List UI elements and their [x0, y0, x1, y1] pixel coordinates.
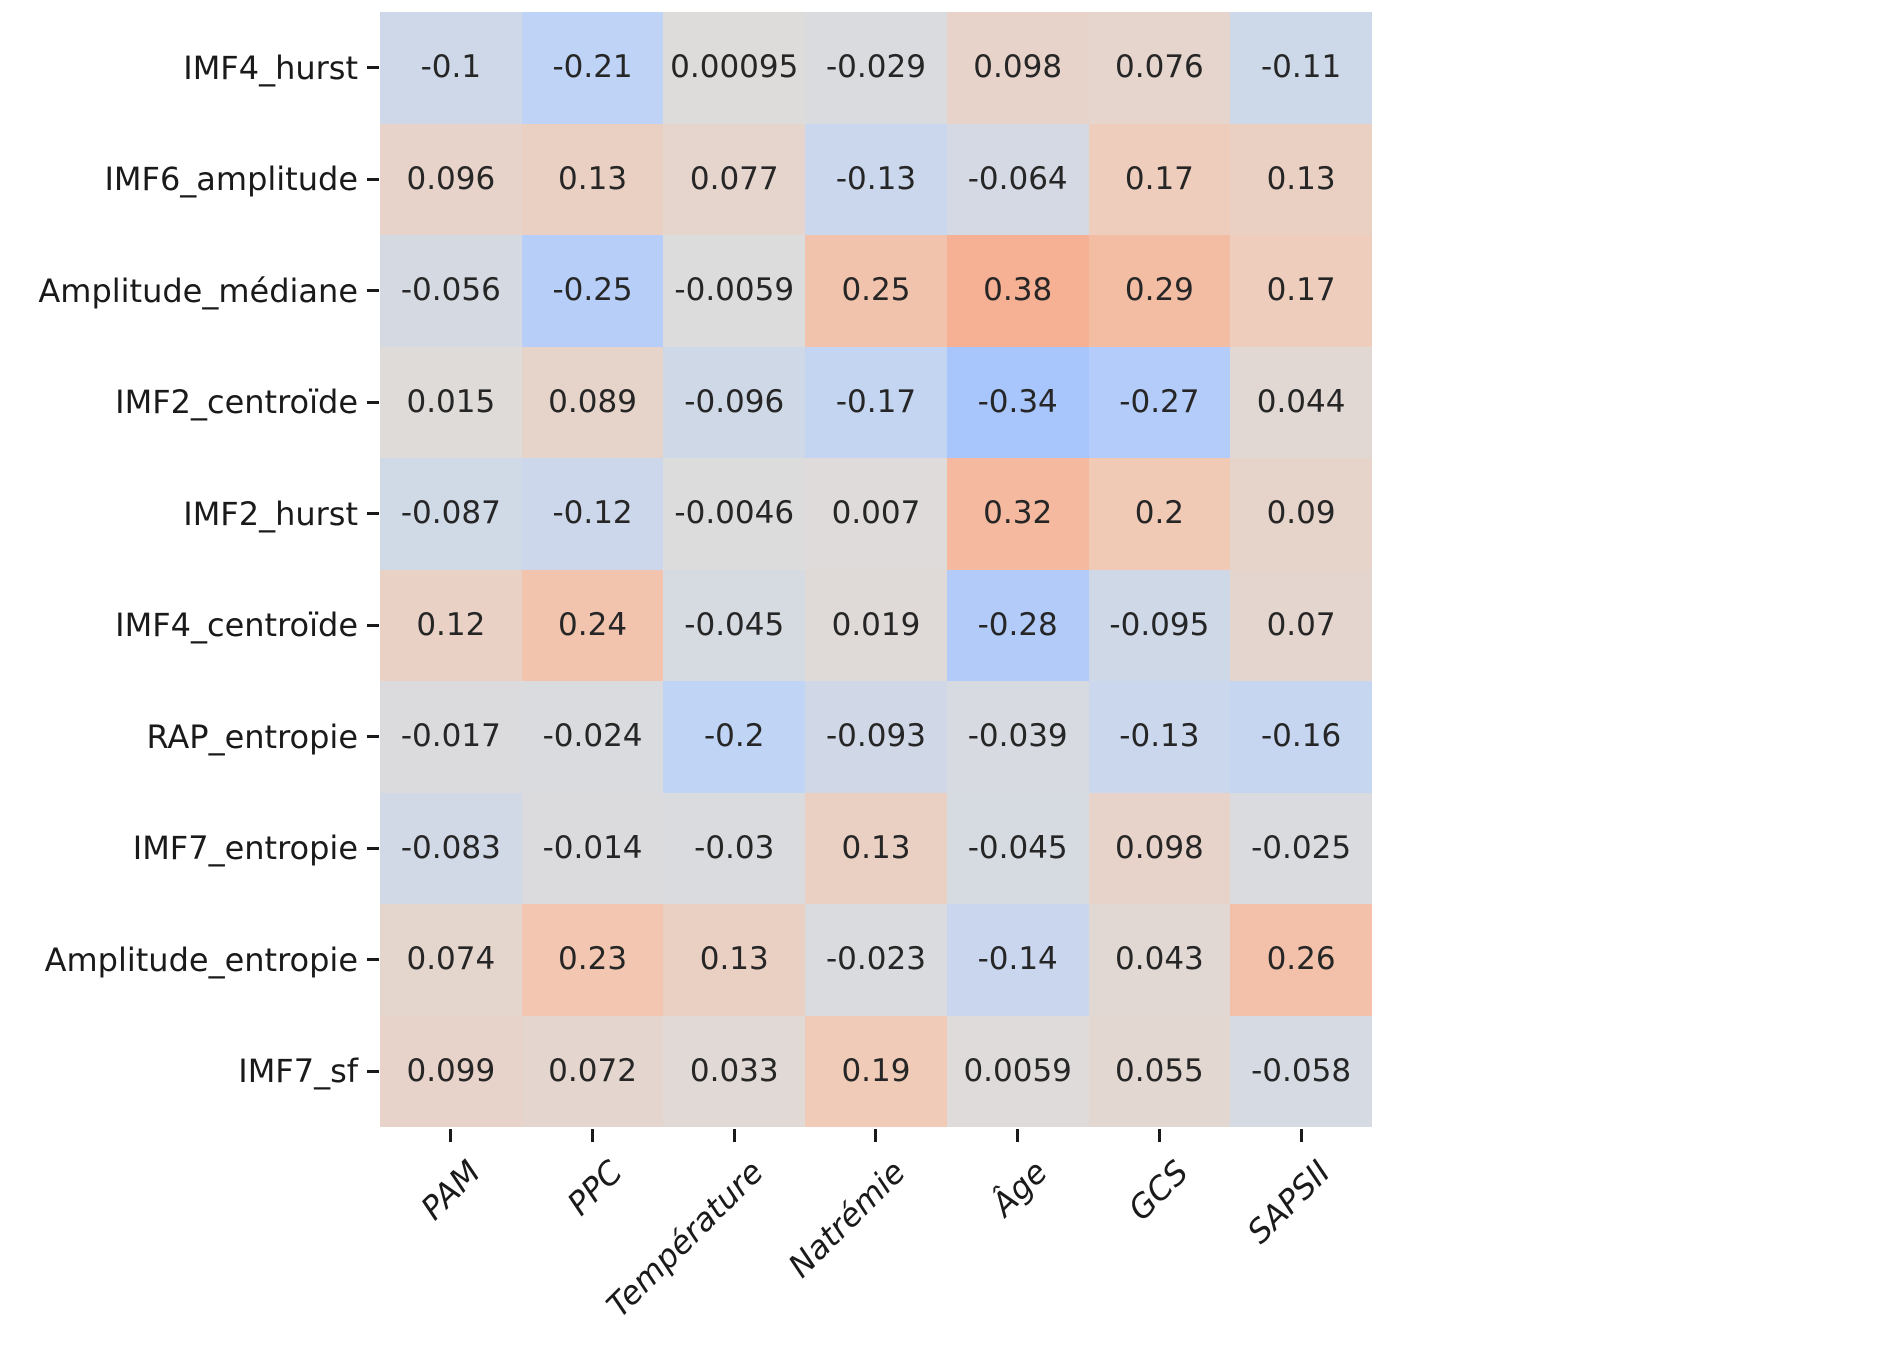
heatmap-cell: 0.2 — [1088, 458, 1231, 570]
heatmap-cell: 0.033 — [663, 1015, 806, 1127]
y-axis-label: IMF6_amplitude — [104, 160, 358, 199]
y-tick — [367, 846, 379, 850]
y-tick — [367, 512, 379, 516]
heatmap-cell: -0.014 — [521, 792, 664, 904]
heatmap-cell: -0.17 — [805, 346, 947, 458]
heatmap-cell: 0.043 — [1088, 904, 1231, 1016]
heatmap-cell: -0.056 — [380, 235, 522, 347]
heatmap-cell: 0.32 — [946, 458, 1089, 570]
heatmap-cell: -0.039 — [946, 681, 1089, 793]
heatmap-cell: 0.23 — [521, 904, 664, 1016]
heatmap-cell: 0.09 — [1230, 458, 1372, 570]
heatmap-cell: 0.19 — [805, 1015, 947, 1127]
x-tick — [1299, 1129, 1303, 1142]
heatmap-cell: 0.098 — [1088, 792, 1231, 904]
y-tick — [367, 735, 379, 739]
heatmap-cell: -0.024 — [521, 681, 664, 793]
x-tick — [591, 1129, 595, 1142]
heatmap-cell: -0.087 — [380, 458, 522, 570]
heatmap-cell: -0.16 — [1230, 681, 1372, 793]
heatmap-cell: 0.089 — [521, 346, 664, 458]
heatmap-cell: -0.1 — [380, 12, 522, 124]
heatmap-cell: 0.096 — [380, 123, 522, 235]
heatmap-cell: -0.13 — [1088, 681, 1231, 793]
heatmap-cell: -0.03 — [663, 792, 806, 904]
heatmap-cell: -0.34 — [946, 346, 1089, 458]
heatmap-cell: -0.095 — [1088, 569, 1231, 681]
y-axis-label: IMF2_hurst — [183, 494, 358, 533]
heatmap-cell: 0.17 — [1230, 235, 1372, 347]
x-tick — [1016, 1129, 1020, 1142]
heatmap-cell: -0.21 — [521, 12, 664, 124]
y-tick — [367, 177, 379, 181]
heatmap-cell: -0.25 — [521, 235, 664, 347]
heatmap-cell: 0.019 — [805, 569, 947, 681]
heatmap-cell: 0.0059 — [946, 1015, 1089, 1127]
heatmap-cell: 0.24 — [521, 569, 664, 681]
y-tick — [367, 400, 379, 404]
heatmap-cell: -0.029 — [805, 12, 947, 124]
x-axis-label: SAPSII — [1239, 1152, 1338, 1251]
y-tick — [367, 66, 379, 70]
heatmap-cell: 0.13 — [521, 123, 664, 235]
heatmap-cell: -0.27 — [1088, 346, 1231, 458]
heatmap-cell: -0.023 — [805, 904, 947, 1016]
heatmap-cell: 0.00095 — [663, 12, 806, 124]
heatmap-cell: 0.072 — [521, 1015, 664, 1127]
heatmap-cell: 0.007 — [805, 458, 947, 570]
heatmap-cell: 0.38 — [946, 235, 1089, 347]
heatmap-cell: 0.29 — [1088, 235, 1231, 347]
y-axis-label: IMF7_entropie — [132, 829, 358, 868]
heatmap-cell: -0.0059 — [663, 235, 806, 347]
y-axis-label: Amplitude_médiane — [38, 271, 358, 310]
y-tick — [367, 958, 379, 962]
heatmap-cell: -0.017 — [380, 681, 522, 793]
heatmap-cell: 0.077 — [663, 123, 806, 235]
heatmap-cell: 0.099 — [380, 1015, 522, 1127]
heatmap-cell: 0.13 — [805, 792, 947, 904]
heatmap-cell: -0.2 — [663, 681, 806, 793]
y-axis-label: IMF4_hurst — [183, 48, 358, 87]
y-axis-label: RAP_entropie — [146, 717, 358, 756]
heatmap-cell: 0.12 — [380, 569, 522, 681]
x-tick — [1157, 1129, 1161, 1142]
heatmap-cell: 0.26 — [1230, 904, 1372, 1016]
heatmap-cell: -0.12 — [521, 458, 664, 570]
heatmap-cell: -0.045 — [663, 569, 806, 681]
y-tick — [367, 289, 379, 293]
heatmap-cell: 0.098 — [946, 12, 1089, 124]
heatmap-cell: -0.025 — [1230, 792, 1372, 904]
heatmap-cell: -0.093 — [805, 681, 947, 793]
y-axis-label: IMF7_sf — [238, 1052, 358, 1091]
x-tick — [732, 1129, 736, 1142]
y-tick — [367, 623, 379, 627]
x-tick — [874, 1129, 878, 1142]
heatmap-cell: -0.058 — [1230, 1015, 1372, 1127]
heatmap-cell: 0.17 — [1088, 123, 1231, 235]
heatmap-cell: -0.14 — [946, 904, 1089, 1016]
heatmap-cell: 0.13 — [1230, 123, 1372, 235]
heatmap-cell: 0.074 — [380, 904, 522, 1016]
y-axis-label: IMF2_centroïde — [115, 383, 358, 422]
heatmap-cell: -0.11 — [1230, 12, 1372, 124]
heatmap-cell: -0.096 — [663, 346, 806, 458]
y-tick — [367, 1069, 379, 1073]
heatmap-cell: 0.25 — [805, 235, 947, 347]
heatmap-cell: 0.055 — [1088, 1015, 1231, 1127]
y-axis-label: Amplitude_entropie — [44, 940, 358, 979]
heatmap-cell: -0.064 — [946, 123, 1089, 235]
heatmap-cell: -0.083 — [380, 792, 522, 904]
y-axis-label: IMF4_centroïde — [115, 606, 358, 645]
heatmap-cell: 0.13 — [663, 904, 806, 1016]
heatmap-cell: -0.0046 — [663, 458, 806, 570]
x-tick — [449, 1129, 453, 1142]
heatmap-cell: -0.13 — [805, 123, 947, 235]
heatmap-cell: 0.015 — [380, 346, 522, 458]
heatmap-cell: 0.044 — [1230, 346, 1372, 458]
heatmap-cell: 0.076 — [1088, 12, 1231, 124]
heatmap-cell: -0.045 — [946, 792, 1089, 904]
heatmap-cell: -0.28 — [946, 569, 1089, 681]
heatmap-cell: 0.07 — [1230, 569, 1372, 681]
